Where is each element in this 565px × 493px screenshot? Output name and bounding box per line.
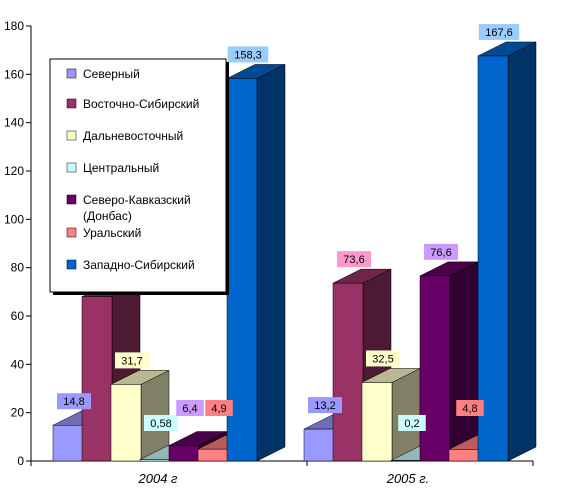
legend-label: Дальневосточный: [83, 129, 183, 143]
bar-front: [420, 276, 450, 461]
y-tick-label: 180: [4, 19, 24, 33]
y-tick-label: 140: [4, 116, 24, 130]
bar-front: [82, 297, 112, 461]
data-label: 4,9: [205, 400, 233, 416]
data-label: 13,2: [308, 397, 342, 413]
data-label-text: 158,3: [234, 49, 262, 61]
legend-label: Уральский: [83, 226, 141, 240]
data-label: 158,3: [228, 46, 269, 62]
legend-label: Северный: [83, 67, 140, 81]
data-label-text: 167,6: [485, 27, 513, 39]
x-category-label: 2004 г: [138, 471, 179, 486]
bar-front: [169, 446, 199, 461]
bar-side: [450, 262, 478, 461]
data-label: 0,2: [398, 415, 426, 431]
legend-label: Центральный: [83, 161, 159, 175]
bar: [420, 262, 478, 461]
data-label-text: 13,2: [314, 400, 335, 412]
bar: [362, 368, 420, 461]
bar-front: [304, 429, 334, 461]
y-tick-label: 80: [11, 261, 25, 275]
data-label-text: 31,7: [121, 355, 142, 367]
y-tick-label: 100: [4, 212, 24, 226]
bar-front: [362, 382, 392, 461]
data-label: 0,58: [144, 415, 178, 431]
legend-swatch: [67, 99, 76, 108]
bar-side: [508, 42, 536, 461]
legend-item: Западно-Сибирский: [67, 258, 195, 272]
y-tick-label: 160: [4, 67, 24, 81]
data-label: 14,8: [57, 393, 91, 409]
data-label-text: 4,9: [211, 403, 226, 415]
legend-swatch: [67, 69, 76, 78]
data-label: 76,6: [424, 244, 458, 260]
bar-front: [53, 425, 83, 461]
bar-front: [140, 460, 170, 461]
bar-front: [111, 384, 141, 461]
data-label-text: 76,6: [430, 247, 451, 259]
y-tick-label: 20: [11, 406, 25, 420]
legend-label: (Донбас): [83, 209, 132, 223]
legend-swatch: [67, 260, 76, 269]
legend-swatch: [67, 131, 76, 140]
legend-label: Северо-Кавказский: [83, 193, 191, 207]
y-tick-label: 40: [11, 357, 25, 371]
data-label-text: 32,5: [372, 353, 393, 365]
data-label-text: 4,8: [462, 403, 477, 415]
legend-item: Восточно-Сибирский: [67, 97, 199, 111]
y-tick-label: 60: [11, 309, 25, 323]
data-label: 32,5: [366, 350, 400, 366]
bar-front: [333, 283, 363, 461]
bar-front: [198, 449, 228, 461]
legend-label: Западно-Сибирский: [83, 258, 195, 272]
y-tick-label: 0: [17, 454, 24, 468]
legend-label: Восточно-Сибирский: [83, 97, 199, 111]
data-label-text: 6,4: [182, 403, 197, 415]
data-label: 73,6: [337, 251, 371, 267]
legend-swatch: [67, 195, 76, 204]
data-label: 6,4: [176, 400, 204, 416]
legend-swatch: [67, 163, 76, 172]
data-label-text: 14,8: [63, 396, 84, 408]
data-label-text: 0,58: [150, 418, 171, 430]
bar-side: [392, 368, 420, 461]
data-label: 4,8: [456, 400, 484, 416]
bar-front: [449, 449, 479, 461]
y-tick-label: 120: [4, 164, 24, 178]
bar: [478, 42, 536, 461]
bar-side: [257, 64, 285, 461]
data-label: 167,6: [479, 24, 520, 40]
data-label: 31,7: [115, 352, 149, 368]
data-label-text: 73,6: [343, 254, 364, 266]
legend-swatch: [67, 228, 76, 237]
x-category-label: 2005 г.: [386, 471, 430, 486]
legend: Северный Восточно-Сибирский Дальневосточны…: [50, 59, 229, 295]
legend-item: Дальневосточный: [67, 129, 183, 143]
data-label-text: 0,2: [404, 418, 419, 430]
bar: [227, 64, 285, 461]
